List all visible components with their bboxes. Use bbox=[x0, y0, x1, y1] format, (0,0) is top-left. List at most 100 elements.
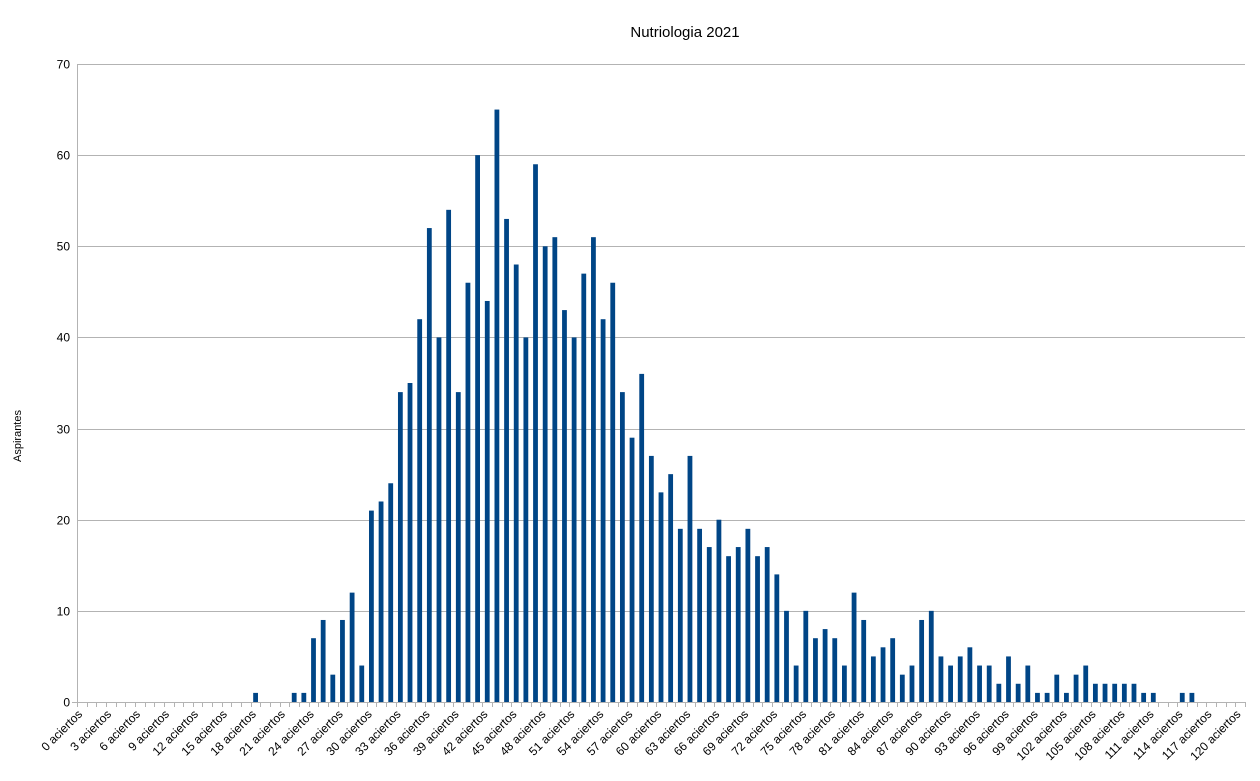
bar bbox=[851, 592, 857, 702]
bar bbox=[996, 683, 1002, 702]
bar bbox=[581, 273, 587, 702]
bar bbox=[813, 638, 818, 702]
y-tick-label: 10 bbox=[57, 605, 71, 619]
bar bbox=[407, 383, 413, 702]
bars bbox=[253, 109, 1195, 703]
bar bbox=[822, 629, 828, 702]
bar bbox=[533, 164, 538, 702]
y-tick-label: 0 bbox=[63, 696, 70, 710]
bar bbox=[388, 483, 394, 702]
bar bbox=[1064, 692, 1069, 702]
bar bbox=[253, 692, 258, 702]
bar bbox=[977, 665, 982, 702]
bar bbox=[446, 209, 452, 702]
bar bbox=[986, 665, 992, 702]
bar bbox=[571, 337, 577, 702]
bar bbox=[1006, 656, 1011, 702]
bar bbox=[349, 592, 355, 702]
bar bbox=[1044, 692, 1050, 702]
bar bbox=[1083, 665, 1089, 702]
bar bbox=[1150, 692, 1156, 702]
bar bbox=[1025, 665, 1031, 702]
bar bbox=[359, 665, 365, 702]
bar bbox=[417, 319, 423, 702]
bar bbox=[591, 237, 596, 703]
bar bbox=[755, 556, 760, 702]
axes bbox=[72, 64, 1246, 707]
bar bbox=[1035, 692, 1040, 702]
bar bbox=[706, 547, 712, 702]
bar bbox=[870, 656, 876, 702]
bar bbox=[677, 528, 683, 702]
y-tick-label: 30 bbox=[57, 423, 71, 437]
bar bbox=[494, 109, 500, 702]
bar bbox=[1141, 692, 1147, 702]
bar bbox=[658, 492, 664, 702]
bar bbox=[774, 574, 780, 702]
bar bbox=[600, 319, 606, 702]
bar bbox=[610, 282, 616, 702]
bar bbox=[842, 665, 847, 702]
bar bbox=[899, 674, 905, 702]
bar bbox=[1092, 683, 1098, 702]
bar bbox=[1112, 683, 1118, 702]
bar bbox=[803, 610, 809, 702]
gridlines bbox=[77, 64, 1245, 612]
bar bbox=[562, 310, 567, 702]
bar bbox=[890, 638, 896, 702]
bar bbox=[784, 610, 789, 702]
bar bbox=[745, 528, 751, 702]
bar bbox=[378, 501, 384, 702]
bar bbox=[957, 656, 963, 702]
bar bbox=[465, 282, 471, 702]
bar bbox=[523, 337, 529, 702]
bar bbox=[919, 619, 925, 702]
bar bbox=[475, 155, 480, 702]
bar bbox=[369, 510, 374, 702]
bar bbox=[928, 610, 934, 702]
bar bbox=[639, 373, 645, 702]
bar bbox=[735, 547, 741, 702]
bar bbox=[311, 638, 316, 702]
bar bbox=[436, 337, 442, 702]
bar bbox=[1121, 683, 1127, 702]
bar bbox=[832, 638, 838, 702]
y-axis-title: Aspirantes bbox=[12, 410, 24, 462]
bar bbox=[697, 528, 703, 702]
bar bbox=[1189, 692, 1195, 702]
bar bbox=[793, 665, 799, 702]
bar bbox=[291, 692, 297, 702]
y-tick-label: 50 bbox=[57, 240, 71, 254]
y-tick-labels: 0 10 20 30 40 50 60 70 bbox=[57, 58, 71, 710]
bar bbox=[513, 264, 519, 702]
bar bbox=[301, 692, 307, 702]
bar bbox=[861, 619, 867, 702]
bar bbox=[948, 665, 953, 702]
bar bbox=[330, 674, 336, 702]
bar bbox=[1073, 674, 1079, 702]
bar bbox=[726, 556, 731, 702]
bar bbox=[1102, 683, 1108, 702]
bar bbox=[880, 647, 886, 702]
bar bbox=[455, 392, 461, 702]
bar bbox=[716, 519, 722, 702]
bar bbox=[1131, 683, 1137, 702]
y-tick-label: 40 bbox=[57, 331, 71, 345]
chart-title: Nutriologia 2021 bbox=[630, 24, 739, 41]
bar bbox=[629, 437, 635, 702]
bar bbox=[687, 455, 693, 702]
bar bbox=[668, 474, 674, 702]
bar bbox=[938, 656, 944, 702]
y-tick-label: 20 bbox=[57, 514, 71, 528]
bar bbox=[484, 300, 490, 702]
y-tick-label: 70 bbox=[57, 58, 71, 72]
bar bbox=[909, 665, 915, 702]
bar bbox=[542, 246, 548, 703]
bar bbox=[1054, 674, 1060, 702]
bar bbox=[1179, 692, 1185, 702]
bar bbox=[764, 547, 770, 702]
bar bbox=[552, 237, 558, 703]
bar bbox=[504, 218, 509, 702]
